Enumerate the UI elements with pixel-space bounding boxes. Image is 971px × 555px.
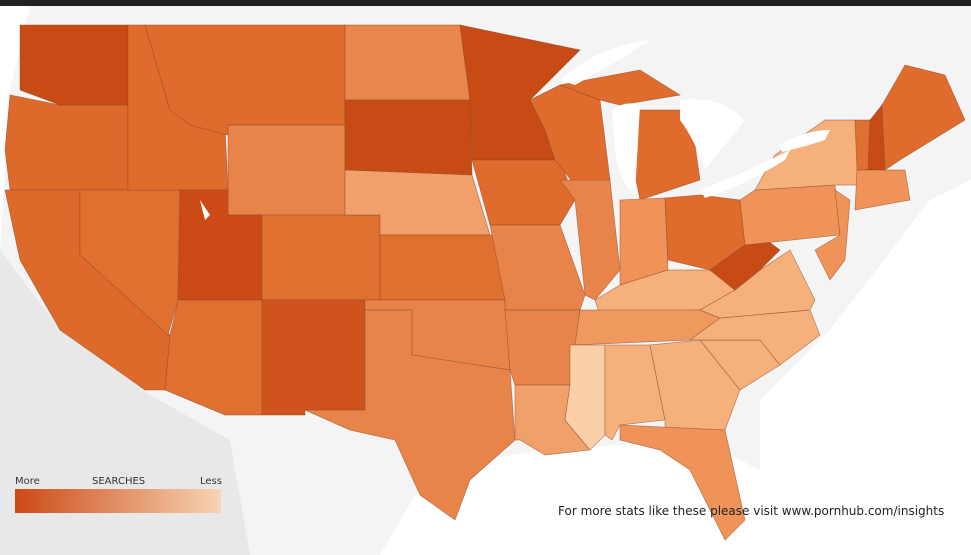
lake-erie	[700, 150, 790, 198]
state	[344, 99, 473, 176]
legend-title: SEARCHES	[92, 476, 145, 487]
mexico	[0, 250, 250, 555]
state	[504, 309, 581, 386]
footer-note: For more stats like these please visit w…	[558, 504, 944, 518]
salt-lake	[200, 200, 210, 220]
lake-superior	[560, 40, 650, 85]
state	[854, 169, 911, 211]
legend-less: Less	[200, 476, 222, 487]
state	[19, 24, 129, 106]
state	[261, 214, 381, 301]
top-bar	[0, 0, 971, 6]
state	[304, 309, 516, 521]
state	[261, 299, 366, 416]
state	[739, 184, 841, 246]
legend: More SEARCHES Less	[15, 476, 222, 513]
pacific	[0, 6, 30, 250]
state	[471, 159, 576, 226]
atlantic	[760, 180, 971, 555]
state	[854, 119, 871, 171]
state	[619, 424, 746, 541]
legend-more: More	[15, 476, 40, 487]
state	[699, 249, 816, 319]
states	[4, 24, 966, 541]
lake-michigan	[612, 103, 640, 195]
state	[4, 94, 129, 191]
state	[227, 124, 346, 216]
state	[344, 24, 471, 101]
legend-gradient	[15, 489, 221, 513]
lake-ontario	[780, 130, 830, 152]
state	[814, 189, 851, 281]
great-lakes	[200, 40, 830, 220]
state	[379, 234, 506, 301]
lake-huron	[680, 99, 745, 170]
state	[558, 69, 681, 106]
